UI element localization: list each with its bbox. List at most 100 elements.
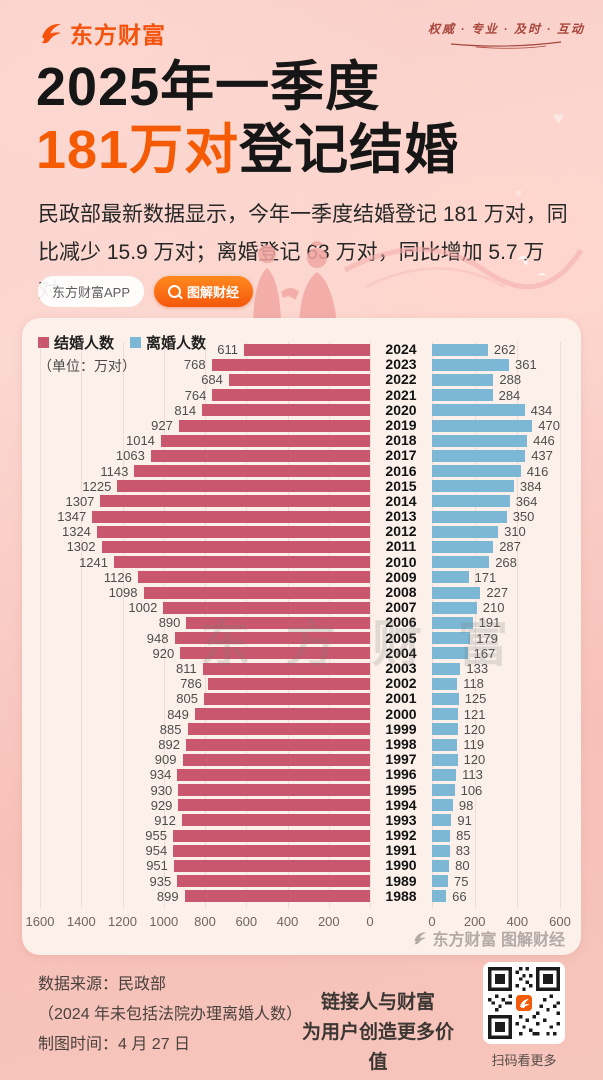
search-icon [168,285,182,298]
chart-axis: 1600 1400 1200 1000 800 600 400 200 0 0 200 400 600 [26,914,571,930]
year-label: 1989 [385,872,417,889]
marriage-value-label: 1126 [103,569,132,585]
year-label: 2018 [385,432,417,449]
axis-tick: 0 [366,914,374,929]
header: 东方财富 [38,16,166,50]
divorce-value-label: 125 [464,691,487,707]
qr-code [483,962,565,1044]
marriage-bar [101,541,370,554]
marriage-bar [163,601,370,614]
chart-row: 935 1989 75 [40,872,562,889]
chart-row: 899 1988 66 [40,887,562,904]
divorce-value-label: 287 [499,539,521,555]
chart-row: 764 2021 284 [40,386,562,403]
year-label: 2022 [385,371,417,388]
marriage-bar [212,389,370,402]
year-label: 2021 [385,386,417,403]
logo-text: 东方财富 [70,22,166,48]
chart-row: 954 1991 83 [40,843,562,859]
chart-row: 920 2004 167 [40,645,562,661]
year-label: 2006 [385,614,417,631]
divorce-value-label: 85 [456,828,471,844]
marriage-bar [194,708,370,721]
year-label: 1998 [385,735,417,752]
marriage-bar [211,358,370,371]
axis-tick: 1400 [66,914,96,929]
divorce-bar [432,449,526,462]
divorce-value-label: 133 [466,660,489,676]
chart-row: 1225 2015 384 [40,478,562,494]
divorce-bar [432,480,514,493]
marriage-bar [186,617,370,629]
eastmoney-app-button[interactable]: 东方财富APP [38,276,145,307]
marriage-bar [114,556,370,569]
axis-tick: 200 [463,914,486,929]
marriage-value-label: 955 [145,828,167,844]
chart-row: 611 2024 262 [40,341,562,357]
divorce-value-label: 106 [460,782,483,798]
divorce-bar [432,389,493,402]
chart-row: 1241 2010 268 [40,554,562,570]
marriage-bar [173,844,370,857]
legend-divorce: 离婚人数 [130,332,206,353]
divorce-bar [432,571,469,584]
marriage-value-label: 1302 [66,539,96,555]
axis-tick: 600 [235,914,258,929]
divorce-bar [432,343,488,356]
divorce-bar [432,404,525,417]
marriage-bar [178,799,370,812]
marriage-value-label: 930 [150,782,173,798]
tujiecaijing-button[interactable]: 图解财经 [154,276,254,307]
data-source-line: 数据来源：民政部 [38,976,167,993]
year-label: 1999 [385,720,417,737]
divorce-bar [432,860,450,873]
marriage-value-label: 909 [154,752,177,768]
brand-watermark: 东方财富 图解财经 [412,926,565,950]
slogan-underline [451,41,562,49]
divorce-bar [432,465,521,478]
marriage-bar [207,677,370,690]
marriage-bar [117,480,370,493]
axis-tick: 600 [549,914,571,929]
chart-row: 1126 2009 171 [40,568,562,585]
divorce-value-label: 434 [530,402,553,418]
title-line2: 181万对登记结婚 [36,119,459,182]
chart-row: 768 2023 361 [40,356,562,373]
title-line1: 2025年一季度 [36,57,381,117]
marriage-value-label: 1063 [115,448,145,464]
divorce-value-label: 120 [463,721,486,737]
chart-row: 955 1992 85 [40,827,562,844]
marriage-value-label: 1347 [57,509,87,525]
chart-legend: 结婚人数 离婚人数 [38,332,206,353]
marriage-bar [137,571,370,584]
marriage-value-label: 611 [217,342,238,357]
divorce-value-label: 227 [486,585,509,601]
divorce-value-label: 179 [476,630,498,646]
marriage-value-label: 929 [150,797,173,813]
year-label: 2002 [385,675,417,692]
year-label: 2008 [385,584,417,601]
marriage-bar [187,723,370,736]
marriage-value-label: 1307 [65,493,95,509]
year-label: 2017 [385,447,417,464]
marriage-value-label: 768 [183,357,206,373]
divorce-value-label: 120 [463,752,486,768]
marriage-value-label: 954 [145,843,168,859]
marriage-bar [186,738,370,751]
divorce-bar [432,662,461,675]
axis-tick: 200 [317,914,340,929]
chart-row: 849 2000 121 [40,706,562,722]
chart-row: 1324 2012 310 [40,524,562,540]
gridline [474,342,476,908]
year-label: 1988 [385,887,417,904]
year-label: 2009 [385,568,417,585]
divorce-value-label: 191 [478,615,501,631]
legend-divorce-swatch [130,337,142,348]
year-label: 2019 [385,416,417,433]
chart-row: 1307 2014 364 [40,492,562,509]
divorce-bar [432,814,452,827]
chart-row: 1002 2007 210 [40,600,562,616]
year-label: 2014 [385,492,417,509]
year-label: 2023 [385,356,417,373]
tujiecaijing-label: 图解财经 [187,285,240,300]
